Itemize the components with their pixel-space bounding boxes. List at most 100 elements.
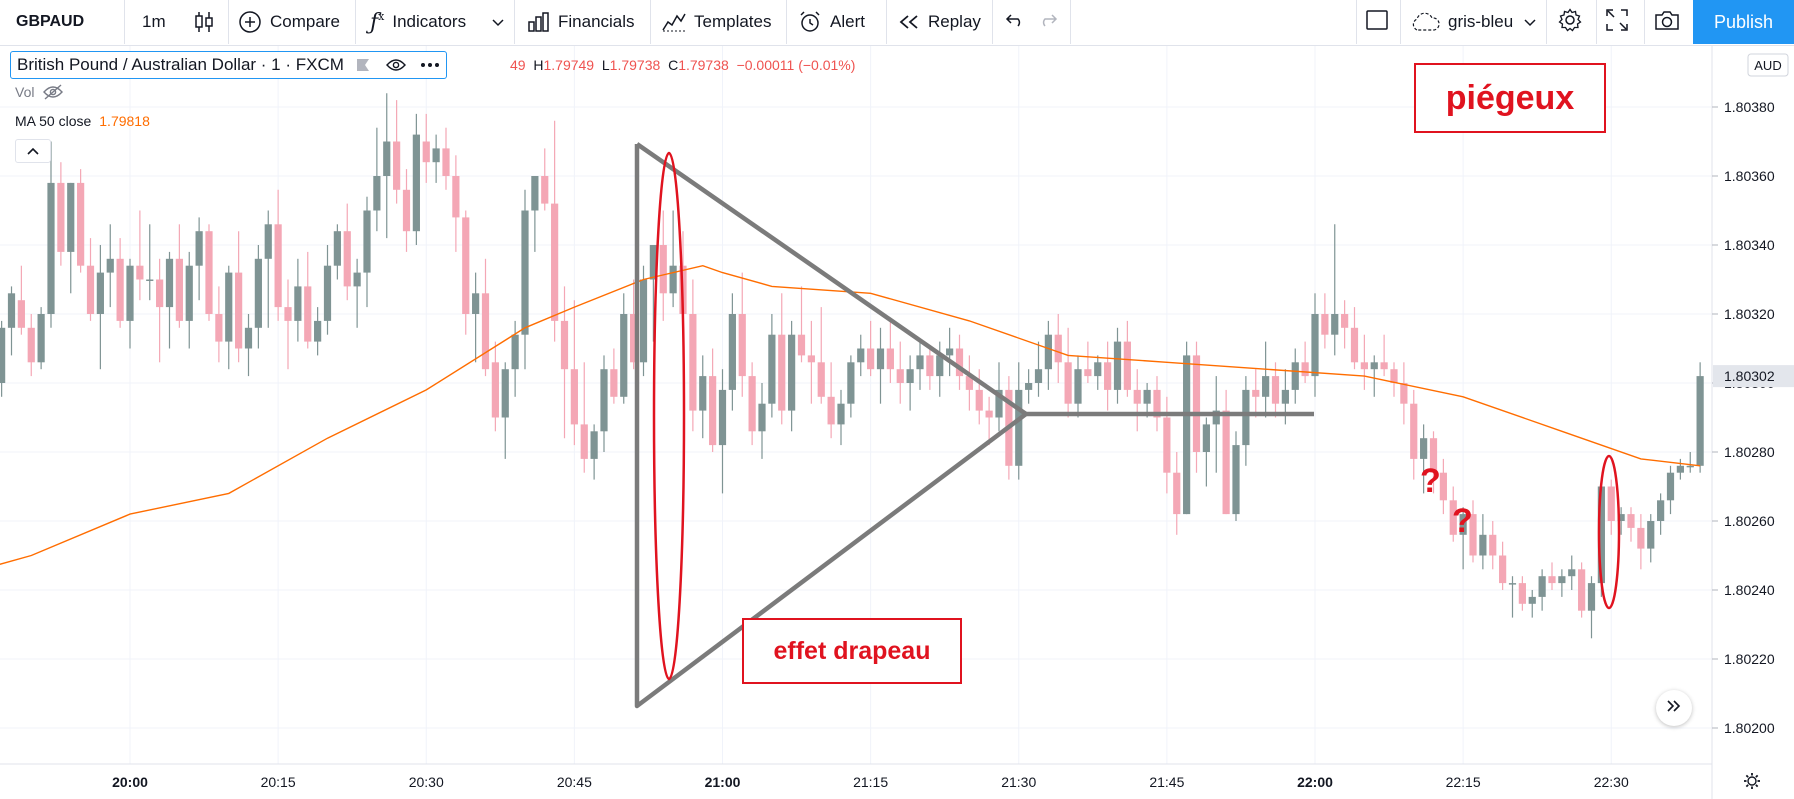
indicators-dropdown[interactable]	[492, 0, 504, 44]
price-chart[interactable]: 1.803801.803601.803401.803201.803001.802…	[0, 46, 1794, 799]
candle-body	[965, 376, 973, 390]
candle-body	[1518, 583, 1526, 604]
interval-label: 1m	[142, 12, 166, 31]
layout-name-button[interactable]: gris-bleu	[1410, 0, 1513, 44]
candle-body	[1222, 410, 1230, 515]
candle-body	[254, 258, 262, 328]
candle-body	[1410, 403, 1418, 459]
scroll-to-realtime-button[interactable]	[1656, 690, 1692, 726]
settings-button[interactable]	[1558, 0, 1582, 44]
candle-body	[37, 314, 45, 363]
candle-body	[511, 334, 519, 370]
symbol-legend[interactable]: British Pound / Australian Dollar · 1 · …	[10, 51, 447, 79]
ohlc-low-value: 1.79738	[609, 57, 661, 73]
layout-dropdown[interactable]	[1524, 0, 1536, 44]
time-tick-label: 21:15	[853, 774, 888, 790]
candle-body	[995, 389, 1003, 418]
candle-body	[235, 272, 243, 349]
question-mark-text: ?	[1420, 462, 1441, 500]
plus-circle-icon	[238, 10, 262, 34]
interval-button[interactable]: 1m	[142, 0, 166, 44]
compare-button[interactable]: Compare	[238, 0, 340, 44]
cloud-icon	[1410, 12, 1440, 32]
candle-body	[1331, 314, 1339, 335]
candle-body	[1271, 376, 1280, 404]
annotation-piegeux[interactable]: piégeux	[1414, 63, 1606, 133]
symbol-search-button[interactable]: GBPAUD	[16, 0, 84, 44]
price-tick-label: 1.80260	[1724, 513, 1775, 529]
candle-body	[946, 348, 954, 356]
candle-body	[304, 286, 312, 342]
toolbar-divider	[786, 0, 787, 44]
question-mark-annotation[interactable]: ?	[1420, 462, 1441, 501]
candle-body	[1627, 514, 1635, 528]
candle-body	[17, 300, 25, 328]
candle-body	[1054, 334, 1062, 363]
indicators-label: Indicators	[392, 12, 467, 31]
candle-body	[1538, 576, 1546, 597]
square-icon	[1366, 9, 1388, 35]
candle-body	[1637, 527, 1645, 549]
financials-button[interactable]: Financials	[528, 0, 635, 44]
candle-body	[1370, 362, 1378, 370]
more-icon[interactable]	[420, 62, 440, 68]
highlight-ellipse	[652, 151, 686, 681]
question-mark-annotation[interactable]: ?	[1452, 502, 1473, 541]
collapse-legend-button[interactable]	[15, 139, 51, 163]
ma-legend[interactable]: MA 50 close 1.79818	[15, 113, 150, 129]
candle-body	[807, 355, 815, 363]
candle-body	[284, 307, 292, 321]
candle-body	[669, 265, 677, 294]
candle-body	[541, 176, 549, 204]
time-tick-label: 21:00	[705, 774, 741, 790]
candle-body	[1499, 555, 1507, 584]
replay-button[interactable]: Replay	[898, 0, 981, 44]
eye-hidden-icon[interactable]	[42, 84, 64, 100]
candle-body	[570, 369, 578, 425]
candle-body	[1104, 362, 1112, 390]
candle-body	[1094, 362, 1102, 377]
alarm-clock-icon	[798, 10, 822, 34]
toolbar-divider	[1596, 0, 1597, 44]
candle-body	[333, 231, 341, 266]
candle-body	[649, 245, 657, 280]
candle-body	[886, 348, 894, 370]
candle-body	[728, 314, 736, 390]
toolbar-divider	[886, 0, 887, 44]
candle-body	[1528, 596, 1536, 604]
time-scale: 20:00 20:15 20:30 20:45 21:00 21:15 21:30 21:45…	[0, 763, 1760, 790]
candle-body	[1439, 472, 1447, 501]
candle-body	[402, 189, 411, 232]
candle-body	[521, 210, 529, 335]
candle-body	[1429, 438, 1438, 473]
candle-body	[551, 203, 559, 321]
eye-icon[interactable]	[385, 58, 406, 72]
publish-button[interactable]: Publish	[1693, 0, 1794, 44]
candle-body	[1508, 583, 1517, 585]
layout-button[interactable]	[1366, 0, 1388, 44]
templates-button[interactable]: Templates	[662, 0, 771, 44]
replay-label: Replay	[928, 12, 981, 31]
flag-icon[interactable]	[356, 58, 370, 72]
alert-button[interactable]: Alert	[798, 0, 865, 44]
candle-body	[936, 355, 944, 377]
camera-icon	[1654, 9, 1680, 36]
ohlc-close-key: C	[668, 57, 679, 73]
candle-body	[1321, 314, 1329, 335]
chart-style-button[interactable]	[194, 0, 222, 44]
ohlc-readout: 49 H1.79749 L1.79738 C1.79738 −0.00011 (…	[510, 57, 855, 73]
candle-body	[481, 293, 490, 370]
redo-button[interactable]	[1038, 0, 1058, 44]
candle-body	[1489, 534, 1497, 556]
fullscreen-button[interactable]	[1606, 0, 1628, 44]
candle-body	[452, 176, 460, 218]
price-tick-label: 1.80320	[1724, 306, 1775, 322]
screenshot-button[interactable]	[1654, 0, 1680, 44]
undo-button[interactable]	[1005, 0, 1025, 44]
candle-body	[1607, 486, 1615, 521]
candle-body	[1034, 369, 1043, 383]
annotation-effet-drapeau[interactable]: effet drapeau	[742, 618, 962, 684]
candle-body	[136, 265, 144, 280]
